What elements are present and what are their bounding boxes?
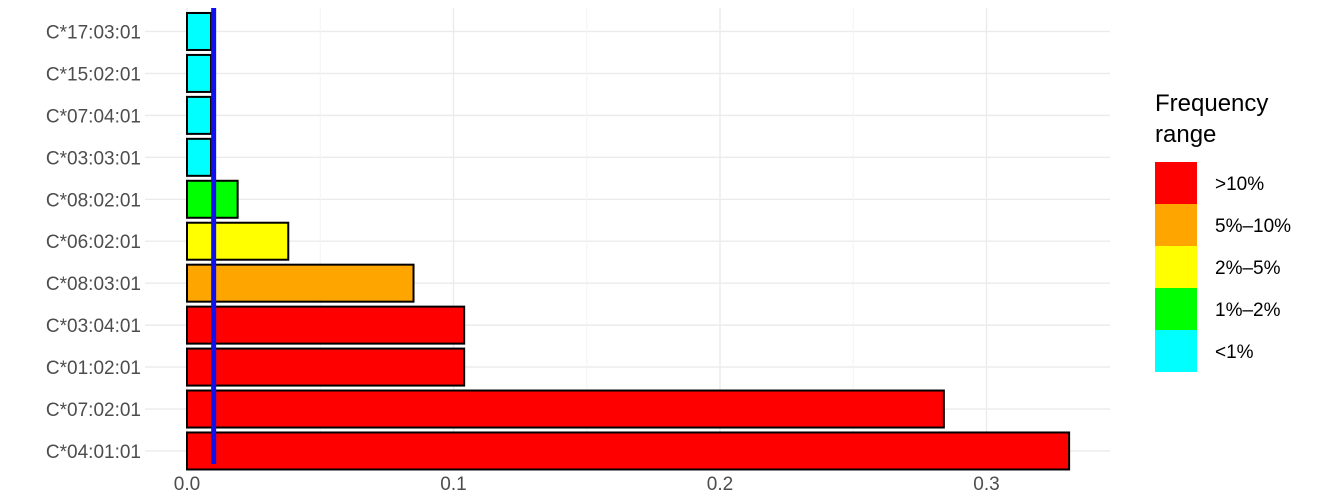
- legend-key-label: 2%–5%: [1215, 258, 1281, 279]
- bar-C*15:02:01: [186, 53, 212, 93]
- legend-key-swatch: [1155, 162, 1197, 204]
- y-tick-label: C*03:03:01: [46, 148, 141, 169]
- legend-title-line-1: Frequency: [1155, 90, 1268, 117]
- grid-lines: [145, 8, 1110, 464]
- bar-C*07:04:01: [186, 95, 212, 135]
- y-tick-label: C*03:04:01: [46, 316, 141, 337]
- bar-C*04:01:01: [186, 431, 1071, 471]
- y-tick-label: C*15:02:01: [46, 64, 141, 85]
- legend-key-label: 1%–2%: [1215, 300, 1281, 321]
- legend-key-label: 5%–10%: [1215, 216, 1291, 237]
- bar-C*07:02:01: [186, 389, 945, 429]
- bars: [186, 11, 1071, 471]
- bar-C*08:03:01: [186, 263, 415, 303]
- x-axis-tick-labels: 0.0 0.1 0.2 0.3: [174, 474, 1000, 495]
- legend-key-label: <1%: [1215, 342, 1254, 363]
- y-axis-tick-labels: C*04:01:01 C*07:02:01 C*01:02:01 C*03:04:01…: [46, 22, 141, 463]
- legend-key-swatch: [1155, 204, 1197, 246]
- y-tick-label: C*08:02:01: [46, 190, 141, 211]
- bar-C*03:03:01: [186, 137, 212, 177]
- y-tick-label: C*06:02:01: [46, 232, 141, 253]
- y-tick-label: C*07:02:01: [46, 400, 141, 421]
- bar-C*03:04:01: [186, 305, 466, 345]
- y-tick-label: C*04:01:01: [46, 442, 141, 463]
- bar-C*17:03:01: [186, 11, 212, 51]
- legend-key-label: >10%: [1215, 174, 1264, 195]
- x-tick-label: 0.3: [973, 474, 999, 495]
- legend-key-swatch: [1155, 288, 1197, 330]
- x-tick-label: 0.1: [440, 474, 466, 495]
- bar-C*01:02:01: [186, 347, 466, 387]
- legend-title-line-2: range: [1155, 121, 1216, 148]
- y-tick-label: C*08:03:01: [46, 274, 141, 295]
- legend: Frequency range >10% 5%–10% 2%–5% 1%–2% <1%: [1155, 90, 1291, 372]
- bar-C*06:02:01: [186, 221, 290, 261]
- legend-key-swatch: [1155, 246, 1197, 288]
- x-tick-label: 0.2: [707, 474, 733, 495]
- legend-key-swatch: [1155, 330, 1197, 372]
- y-tick-label: C*17:03:01: [46, 22, 141, 43]
- x-tick-label: 0.0: [174, 474, 200, 495]
- y-tick-label: C*07:04:01: [46, 106, 141, 127]
- y-tick-label: C*01:02:01: [46, 358, 141, 379]
